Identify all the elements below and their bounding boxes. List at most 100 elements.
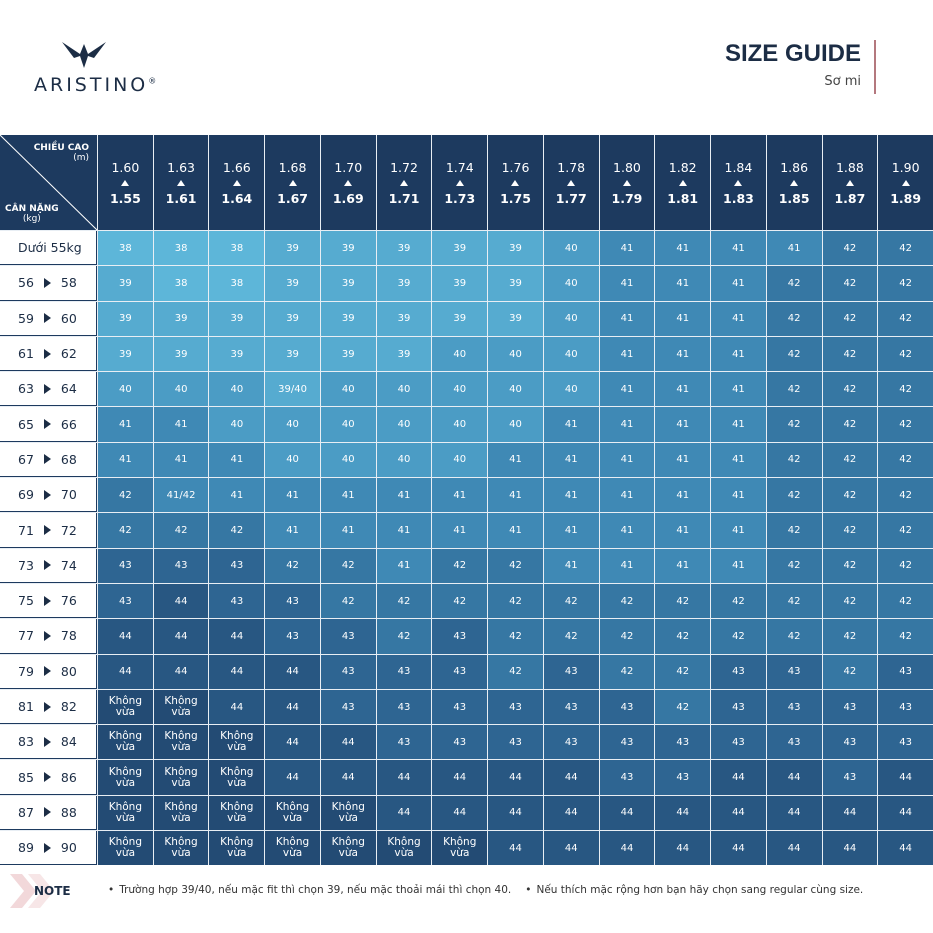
size-value: 41 [732,525,745,537]
size-cell: 41 [432,478,488,513]
size-cell: 44 [488,831,543,866]
size-cell: 39 [376,266,432,301]
size-value: 42 [787,348,801,360]
size-cell: 39 [265,266,320,301]
weight-from: 69 [18,487,34,503]
size-cell: 42 [153,513,209,548]
size-cell: 44 [878,760,933,795]
size-value: 41 [732,419,745,431]
size-value: 39 [118,348,132,360]
size-cell: 38 [153,266,209,301]
size-value: 44 [564,772,578,784]
size-cell: 41 [655,478,711,513]
size-cell: 42 [822,619,878,654]
size-value: 44 [787,842,801,854]
size-cell: 43 [432,619,488,654]
size-cell: 43 [766,725,822,760]
size-value: 43 [397,666,411,678]
size-value: 42 [676,595,690,607]
size-cell: 41 [599,513,655,548]
size-value: Không vừa [443,836,477,860]
size-value: 43 [230,595,244,607]
weight-to: 62 [60,346,77,362]
size-value: 44 [286,701,299,713]
size-cell: 42 [711,619,766,654]
size-cell: 41 [543,478,599,513]
size-cell: 44 [320,725,376,760]
size-value: 44 [843,807,857,819]
size-cell: 40 [543,266,599,301]
size-cell: 39 [320,231,376,266]
size-value: 40 [230,383,244,395]
size-cell: 43 [98,583,153,619]
size-cell: 44 [878,831,933,866]
size-cell: 43 [320,619,376,654]
size-cell: 43 [878,654,933,689]
size-value: 39 [286,348,299,360]
range-icon [790,179,799,186]
size-value: Không vừa [331,836,365,860]
size-cell: 41/42 [153,478,209,513]
size-cell: 41 [711,478,766,513]
weight-row-header: 63 64 [0,372,97,407]
size-cell: 42 [655,689,711,725]
size-cell: 40 [320,407,376,442]
height-max: 1.88 [835,159,864,175]
size-cell: 41 [711,513,766,548]
height-column-header: 1.78 1.77 [543,135,599,230]
size-value: 41 [732,454,745,466]
size-value: 42 [509,630,522,642]
size-cell: 44 [98,654,153,689]
size-value: 43 [397,701,411,713]
size-cell: 42 [822,583,878,619]
size-value: 41 [564,525,578,537]
size-cell: 42 [878,583,933,619]
size-value: 42 [843,242,857,254]
weight-from: 87 [18,804,34,820]
size-value: 41 [286,489,299,501]
weight-row-header: 85 86 [0,760,97,795]
size-cell: 44 [209,654,265,689]
weight-row-header: 71 72 [0,513,97,548]
size-cell: 44 [711,831,766,866]
size-value: 42 [564,595,578,607]
size-value: 41 [732,489,745,501]
size-value: 42 [843,454,857,466]
size-cell: 39 [320,336,376,372]
size-value: 44 [174,666,188,678]
size-value: 43 [286,630,299,642]
size-cell: 42 [766,336,822,372]
weight-to: 74 [60,557,77,573]
size-value: 38 [230,242,244,254]
size-value: 41 [676,454,690,466]
size-value: 42 [676,630,690,642]
size-value: 44 [676,842,690,854]
range-arrow [43,348,51,359]
size-value: 41 [676,383,690,395]
size-value: 42 [843,419,857,431]
size-cell: 44 [265,654,320,689]
weight-row-header: 83 84 [0,725,97,760]
height-max: 1.70 [334,159,363,175]
size-value: 42 [843,489,857,501]
size-cell: 41 [599,442,655,478]
height-header: CHIỀU CAO (m) [34,143,89,163]
size-cell: 42 [766,301,822,336]
weight-to: 72 [60,522,77,538]
size-value: 40 [174,383,188,395]
size-cell: 42 [543,619,599,654]
size-value: 42 [899,560,912,572]
size-cell: 44 [376,795,432,831]
size-value: 42 [564,630,578,642]
size-cell: 41 [599,548,655,583]
range-arrow [43,313,51,324]
size-cell: 42 [878,478,933,513]
size-value: 40 [118,383,132,395]
range-icon [901,179,910,186]
height-min: 1.87 [834,190,866,206]
size-cell: 39 [488,231,543,266]
size-cell: 42 [766,266,822,301]
size-value: 41 [564,454,578,466]
size-value: 40 [230,419,244,431]
